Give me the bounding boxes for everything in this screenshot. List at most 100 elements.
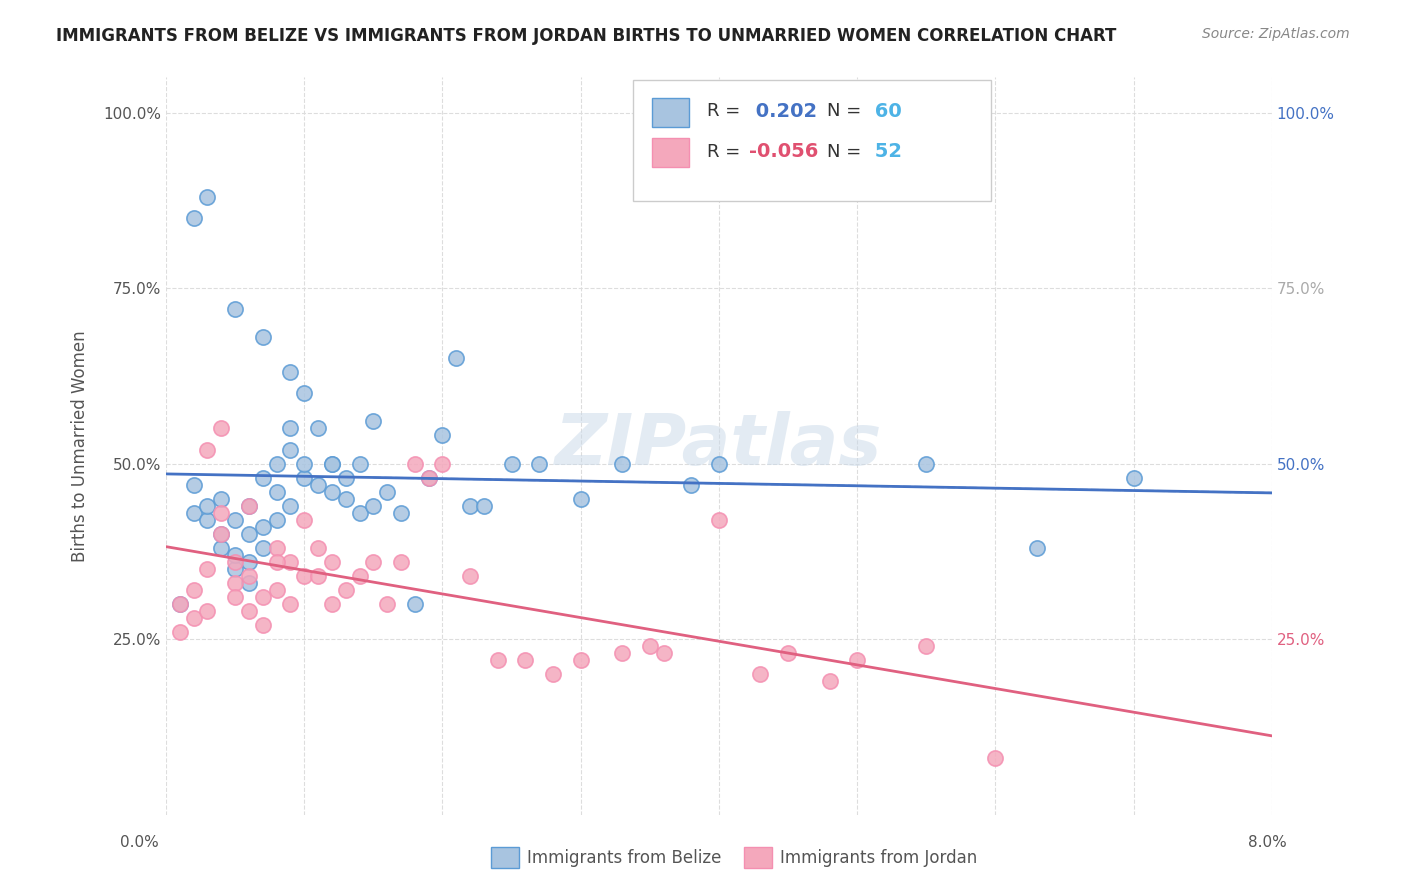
Point [335, 582, 357, 597]
Point [292, 513, 315, 527]
Point [349, 506, 371, 520]
Text: 52: 52 [868, 142, 901, 161]
Text: N =: N = [827, 103, 860, 120]
Point [292, 457, 315, 471]
Point [183, 477, 205, 491]
Point [238, 499, 260, 513]
Point [778, 646, 800, 660]
Point [183, 211, 205, 225]
Point [375, 484, 398, 499]
Point [612, 646, 634, 660]
Text: -0.056: -0.056 [749, 142, 818, 161]
Point [335, 491, 357, 506]
Point [169, 597, 191, 611]
Text: Immigrants from Jordan: Immigrants from Jordan [780, 849, 977, 867]
Point [183, 582, 205, 597]
Text: R =: R = [707, 143, 741, 161]
Point [183, 611, 205, 625]
Point [238, 526, 260, 541]
Point [984, 751, 1007, 765]
Point [280, 442, 302, 457]
Point [292, 386, 315, 401]
Point [209, 506, 232, 520]
Point [238, 569, 260, 583]
Point [266, 513, 288, 527]
Point [280, 365, 302, 379]
Text: 0.202: 0.202 [749, 102, 817, 121]
Point [224, 575, 246, 590]
Point [224, 302, 246, 317]
Text: Immigrants from Belize: Immigrants from Belize [527, 849, 721, 867]
Point [292, 470, 315, 484]
Point [707, 457, 730, 471]
Point [252, 541, 274, 555]
Point [197, 562, 219, 576]
Point [486, 653, 509, 667]
Point [307, 421, 329, 435]
Point [321, 457, 343, 471]
Point [432, 457, 454, 471]
Point [389, 506, 412, 520]
Text: R =: R = [707, 103, 741, 120]
Point [846, 653, 869, 667]
Point [209, 526, 232, 541]
Point [529, 457, 551, 471]
Point [389, 555, 412, 569]
Point [197, 499, 219, 513]
Y-axis label: Births to Unmarried Women: Births to Unmarried Women [72, 330, 89, 562]
Point [197, 190, 219, 204]
Point [280, 597, 302, 611]
Point [321, 597, 343, 611]
Point [418, 470, 440, 484]
Point [197, 604, 219, 618]
Point [183, 506, 205, 520]
Point [501, 457, 523, 471]
Point [349, 569, 371, 583]
Point [252, 330, 274, 344]
Point [432, 428, 454, 442]
Point [224, 590, 246, 604]
Point [307, 477, 329, 491]
Point [238, 604, 260, 618]
Point [197, 442, 219, 457]
Point [749, 667, 772, 681]
Point [169, 625, 191, 640]
Point [446, 351, 468, 366]
Point [472, 499, 495, 513]
Point [363, 555, 385, 569]
Point [349, 457, 371, 471]
Point [321, 555, 343, 569]
Point [638, 639, 661, 653]
Point [252, 470, 274, 484]
Point [569, 653, 592, 667]
Point [280, 555, 302, 569]
Point [307, 541, 329, 555]
Point [266, 541, 288, 555]
Point [1025, 541, 1047, 555]
Point [458, 569, 481, 583]
Text: ZIPatlas: ZIPatlas [555, 411, 883, 481]
Point [252, 520, 274, 534]
Point [209, 526, 232, 541]
Point [321, 484, 343, 499]
Point [209, 421, 232, 435]
Point [266, 457, 288, 471]
Text: 8.0%: 8.0% [1247, 836, 1286, 850]
Point [280, 499, 302, 513]
Point [681, 477, 703, 491]
Point [224, 562, 246, 576]
Point [707, 513, 730, 527]
Point [915, 457, 938, 471]
Point [569, 491, 592, 506]
Point [209, 541, 232, 555]
Point [321, 457, 343, 471]
Point [238, 575, 260, 590]
Point [197, 513, 219, 527]
Point [404, 597, 426, 611]
Point [307, 569, 329, 583]
Point [818, 674, 841, 689]
Text: Source: ZipAtlas.com: Source: ZipAtlas.com [1202, 27, 1350, 41]
Point [252, 590, 274, 604]
Text: 0.0%: 0.0% [120, 836, 159, 850]
Point [224, 513, 246, 527]
